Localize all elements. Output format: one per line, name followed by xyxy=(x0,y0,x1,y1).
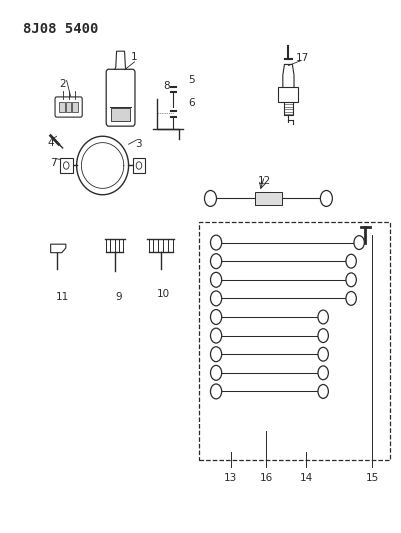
Circle shape xyxy=(318,384,328,398)
Text: 2: 2 xyxy=(59,79,66,89)
Circle shape xyxy=(211,347,222,362)
Text: 6: 6 xyxy=(188,98,194,108)
FancyBboxPatch shape xyxy=(133,158,145,173)
Circle shape xyxy=(211,272,222,287)
Circle shape xyxy=(320,190,332,206)
FancyBboxPatch shape xyxy=(111,108,130,121)
FancyBboxPatch shape xyxy=(66,102,71,112)
FancyBboxPatch shape xyxy=(59,102,65,112)
FancyBboxPatch shape xyxy=(55,97,82,117)
Text: 16: 16 xyxy=(260,473,273,482)
Text: 9: 9 xyxy=(115,292,122,302)
FancyBboxPatch shape xyxy=(60,158,73,173)
Text: 10: 10 xyxy=(157,289,170,299)
Text: 17: 17 xyxy=(296,53,309,62)
Text: 7: 7 xyxy=(50,158,57,168)
Circle shape xyxy=(318,310,328,324)
Circle shape xyxy=(211,291,222,306)
Text: 13: 13 xyxy=(224,473,237,482)
FancyBboxPatch shape xyxy=(199,222,390,460)
Circle shape xyxy=(354,236,365,249)
FancyBboxPatch shape xyxy=(255,192,282,205)
FancyBboxPatch shape xyxy=(106,69,135,126)
Text: 8J08 5400: 8J08 5400 xyxy=(23,22,98,36)
Circle shape xyxy=(211,384,222,399)
Circle shape xyxy=(318,366,328,379)
Text: 4: 4 xyxy=(47,138,54,148)
Circle shape xyxy=(318,348,328,361)
Text: 15: 15 xyxy=(366,473,379,482)
Circle shape xyxy=(211,366,222,380)
Circle shape xyxy=(205,190,217,206)
Circle shape xyxy=(346,273,356,287)
FancyBboxPatch shape xyxy=(72,102,78,112)
Polygon shape xyxy=(51,244,66,253)
Text: 1: 1 xyxy=(131,52,138,61)
Text: 5: 5 xyxy=(188,75,194,85)
FancyBboxPatch shape xyxy=(278,87,298,102)
Text: 8: 8 xyxy=(163,81,170,91)
Circle shape xyxy=(211,328,222,343)
Polygon shape xyxy=(113,51,128,72)
Text: 11: 11 xyxy=(56,292,69,302)
Circle shape xyxy=(346,292,356,305)
Circle shape xyxy=(136,162,142,169)
Text: 12: 12 xyxy=(258,176,271,187)
Circle shape xyxy=(211,310,222,325)
Circle shape xyxy=(211,254,222,269)
Circle shape xyxy=(63,162,69,169)
Polygon shape xyxy=(283,64,294,88)
Circle shape xyxy=(211,235,222,250)
Text: 14: 14 xyxy=(300,473,313,482)
Circle shape xyxy=(346,254,356,268)
Circle shape xyxy=(318,329,328,343)
Text: 3: 3 xyxy=(135,139,142,149)
